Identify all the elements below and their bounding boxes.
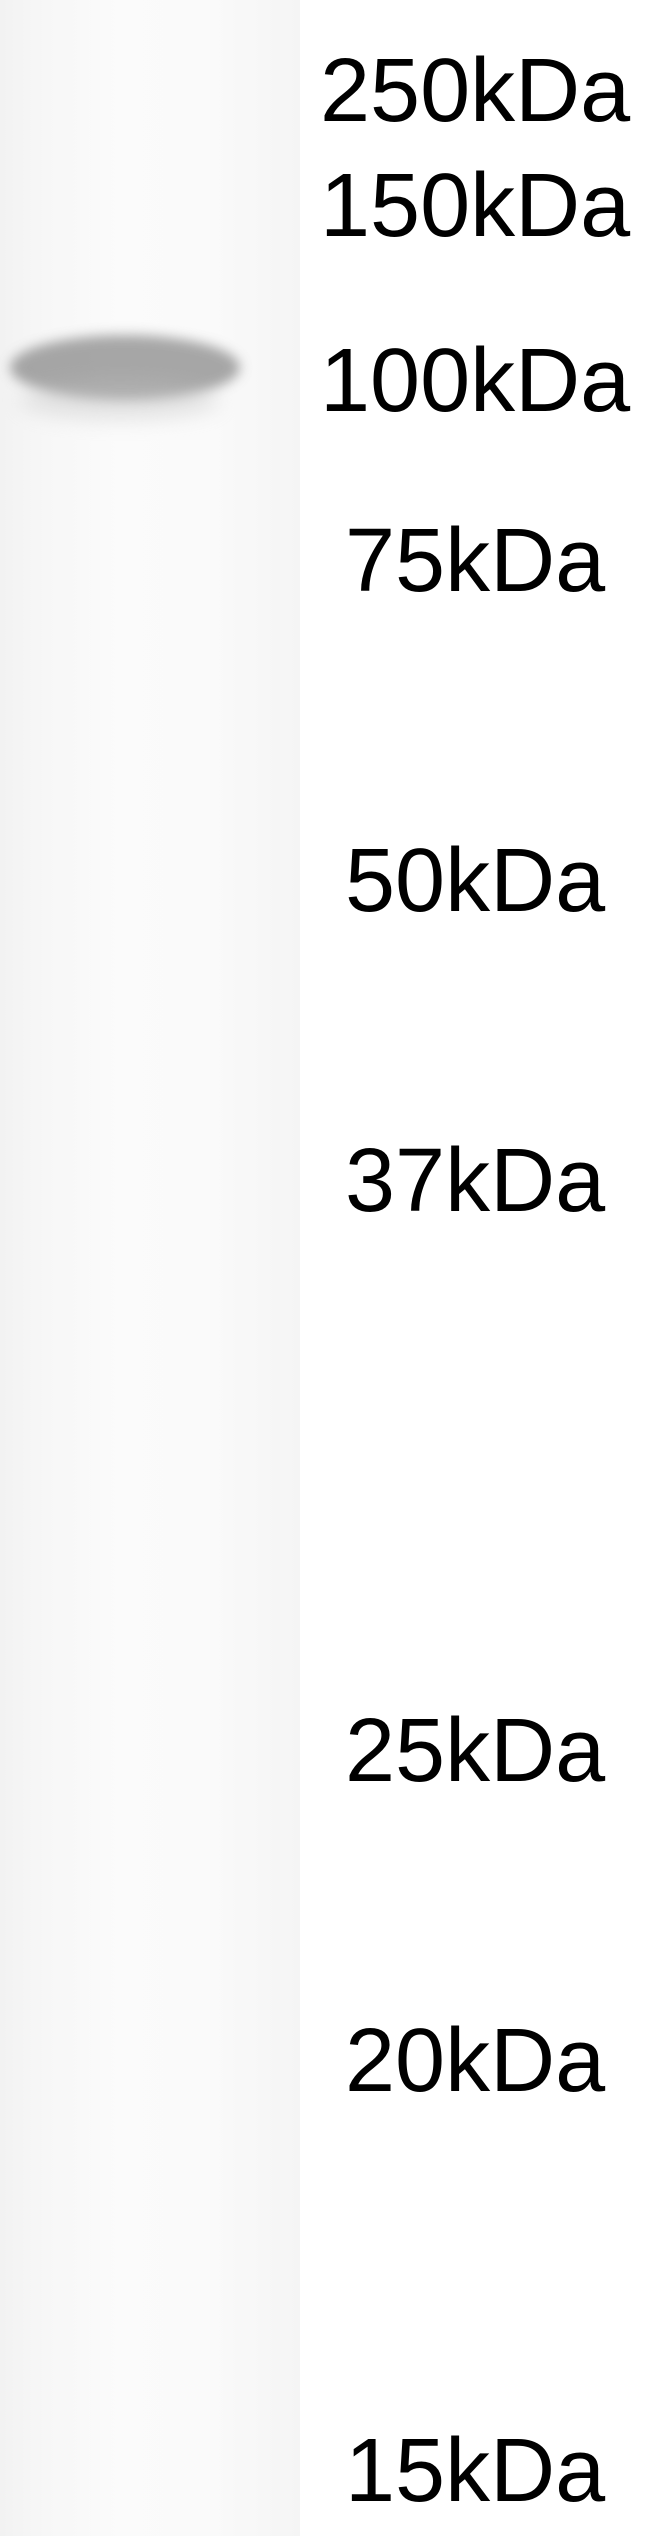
marker-label-50kda: 50kDa	[345, 830, 605, 933]
marker-label-100kda: 100kDa	[320, 330, 630, 433]
marker-label-25kda: 25kDa	[345, 1700, 605, 1803]
marker-label-250kda: 250kDa	[320, 40, 630, 143]
marker-label-15kda: 15kDa	[345, 2420, 605, 2523]
band-100kda-shadow	[20, 380, 220, 420]
marker-label-75kda: 75kDa	[345, 510, 605, 613]
marker-label-37kda: 37kDa	[345, 1130, 605, 1233]
marker-label-150kda: 150kDa	[320, 155, 630, 258]
marker-label-20kda: 20kDa	[345, 2010, 605, 2113]
